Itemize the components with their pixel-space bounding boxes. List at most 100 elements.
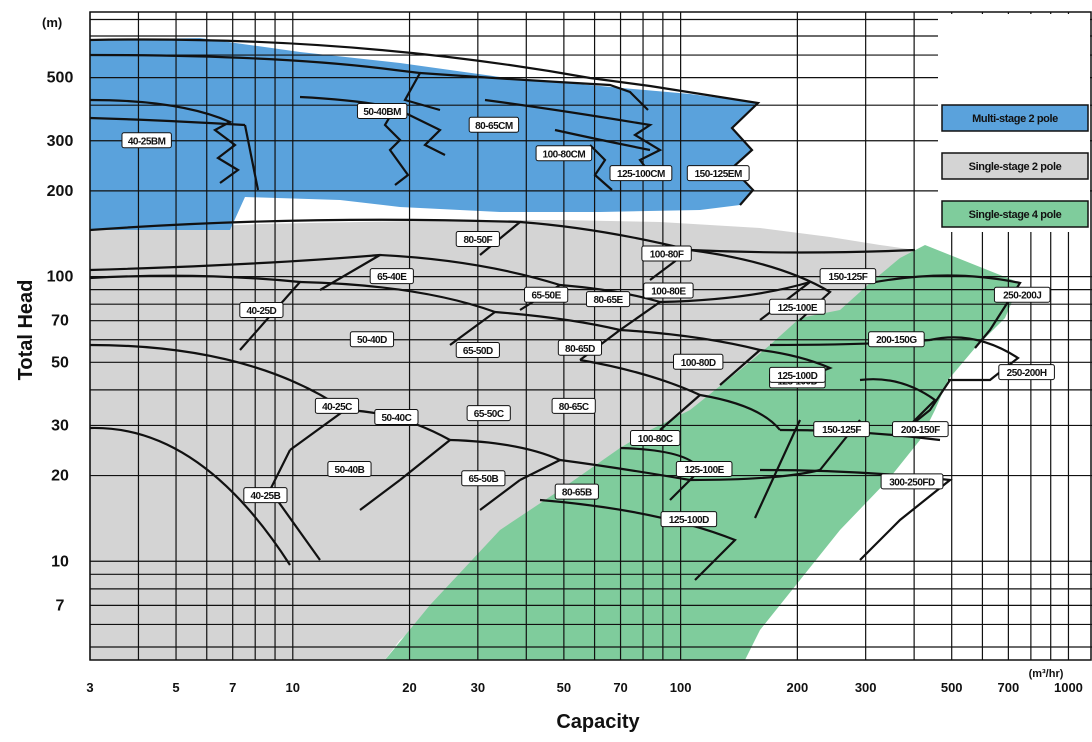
model-label-box	[356, 103, 408, 120]
model-label: 100-80CM	[535, 145, 593, 162]
model-label-text: 50-40B	[335, 465, 365, 476]
performance-curve	[479, 479, 521, 511]
model-label-text: 40-25C	[322, 402, 352, 413]
model-label-box	[819, 268, 877, 285]
performance-curve	[394, 107, 446, 156]
performance-curve	[619, 328, 763, 386]
performance-curve	[659, 280, 811, 321]
model-label-box	[868, 331, 925, 348]
model-label: 65-50C	[466, 405, 511, 422]
model-label: 300-250FD	[880, 473, 944, 490]
model-label-text: 65-50D	[463, 346, 493, 357]
model-label-box	[461, 470, 506, 487]
model-label: 200-150G	[868, 331, 925, 348]
model-label-box	[998, 364, 1055, 381]
model-label-box	[369, 268, 414, 285]
model-label: 250-200H	[998, 364, 1055, 381]
model-label: 40-25C	[314, 397, 360, 414]
model-label-text: 100-80E	[651, 286, 686, 297]
model-label: 150-125F	[819, 268, 877, 285]
model-label-text: 80-50F	[463, 235, 492, 246]
model-label-box	[641, 245, 692, 262]
model-label: 150-125F	[813, 421, 870, 438]
model-label-box	[686, 165, 750, 182]
y-tick-label: 200	[47, 183, 74, 200]
performance-curve	[89, 116, 246, 127]
y-tick-label: 100	[47, 269, 74, 286]
model-label-box	[535, 145, 593, 162]
model-label-text: 125-100E	[778, 303, 818, 314]
model-label-text: 50-40BM	[363, 107, 401, 118]
performance-curve	[89, 274, 303, 351]
region-single-stage-4-pole	[385, 245, 1020, 660]
model-label: 50-40D	[349, 331, 395, 348]
legend-item-label: Single-stage 2 pole	[969, 161, 1062, 173]
model-label-text: 65-50C	[474, 409, 504, 420]
y-tick-label: 70	[51, 313, 69, 330]
performance-curve	[929, 336, 1020, 382]
model-label-text: 100-80C	[638, 434, 673, 445]
model-label: 80-65C	[551, 397, 596, 414]
legend-item-label: Multi-stage 2 pole	[972, 113, 1058, 125]
model-label-text: 250-200H	[1007, 368, 1047, 379]
model-label-box	[673, 353, 724, 370]
model-label: 65-50E	[524, 286, 569, 303]
model-label-text: 65-50B	[468, 474, 498, 485]
model-label-box	[993, 286, 1051, 303]
model-label-box	[243, 487, 288, 504]
performance-curve	[689, 248, 916, 254]
model-label-box	[327, 461, 372, 478]
model-label-text: 80-65C	[559, 402, 589, 413]
x-tick-label: 700	[998, 680, 1020, 695]
model-label-box	[314, 397, 360, 414]
model-label-box	[551, 397, 596, 414]
model-label-box	[374, 408, 419, 425]
model-label: 100-80E	[643, 282, 694, 299]
model-label-box	[769, 366, 826, 383]
model-label: 125-100E	[769, 298, 826, 315]
model-label: 100-80C	[630, 429, 681, 446]
model-label-text: 100-80CM	[543, 149, 586, 160]
x-tick-label: 200	[787, 680, 809, 695]
model-label-box	[466, 405, 511, 422]
y-tick-label: 20	[51, 468, 69, 485]
legend-swatch	[941, 200, 1089, 228]
model-label: 125-100CM	[609, 165, 673, 182]
model-label-text: 200-150F	[901, 425, 940, 436]
model-label-text: 125-100D	[669, 515, 709, 526]
x-tick-label: 20	[402, 680, 416, 695]
y-tick-label: 30	[51, 417, 69, 434]
performance-curve	[554, 128, 651, 152]
model-label-text: 100-80D	[681, 358, 716, 369]
model-label-box	[455, 230, 500, 247]
model-label: 40-25B	[243, 487, 288, 504]
performance-curve	[579, 358, 703, 431]
x-tick-label: 30	[471, 680, 485, 695]
model-label: 250-200J	[993, 286, 1051, 303]
model-label: 125-100D	[769, 366, 826, 383]
performance-curve	[89, 218, 523, 256]
performance-curve	[299, 280, 498, 346]
x-tick-label: 7	[229, 680, 236, 695]
model-label-box	[349, 331, 395, 348]
y-axis-title: Total Head	[15, 280, 37, 381]
model-label-box	[524, 286, 569, 303]
legend: Multi-stage 2 pole Single-stage 2 pole Sin…	[938, 14, 1090, 232]
model-label-text: 125-100CM	[617, 169, 665, 180]
performance-curve	[759, 348, 833, 382]
performance-curve	[589, 144, 613, 191]
performance-curve	[689, 468, 821, 482]
model-label-box	[554, 483, 599, 500]
model-label: 40-25D	[239, 302, 284, 319]
model-label-text: 125-100D	[777, 371, 817, 382]
performance-curve	[89, 253, 381, 291]
model-label: 65-50D	[455, 342, 500, 359]
y-tick-label: 10	[51, 553, 69, 570]
model-label-box	[585, 291, 631, 308]
performance-curve	[494, 310, 623, 361]
model-label: 200-150F	[892, 421, 949, 438]
y-unit-label: (m)	[42, 15, 62, 30]
model-label-text: 150-125EM	[695, 169, 742, 180]
performance-curve	[699, 393, 781, 431]
